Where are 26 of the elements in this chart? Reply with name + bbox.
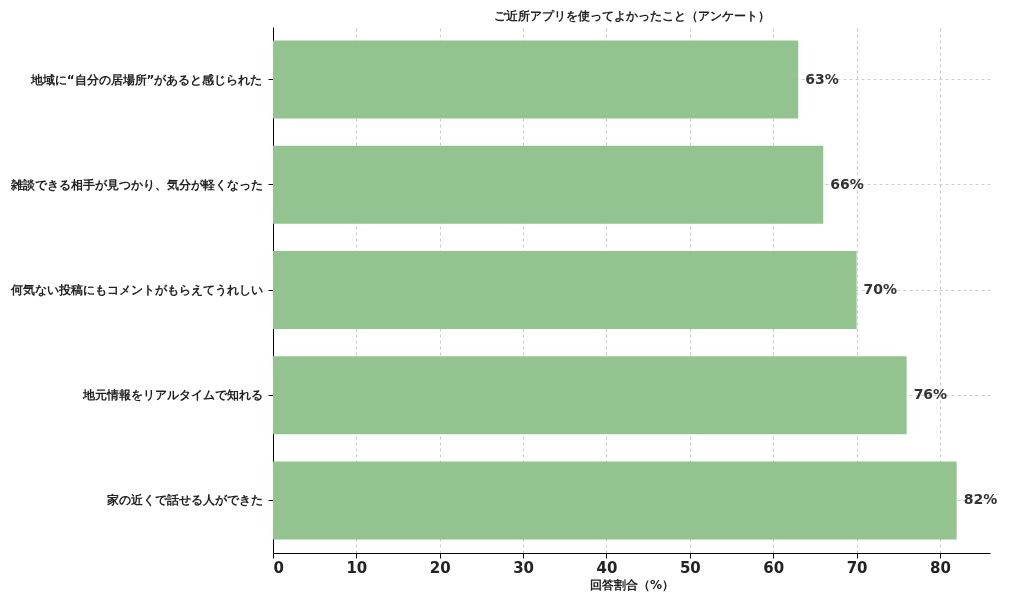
- x-tick-label: 10: [346, 558, 368, 577]
- x-tick-label: 20: [429, 558, 451, 577]
- chart-title: ご近所アプリを使ってよかったこと（アンケート）: [493, 9, 770, 23]
- x-tick-label: 50: [679, 558, 701, 577]
- bar: [273, 356, 907, 435]
- data-label: 76%: [913, 386, 948, 403]
- bar: [273, 461, 957, 540]
- data-label: 66%: [830, 175, 864, 192]
- y-tick-label: 家の近くで話せる人ができた: [105, 493, 263, 508]
- x-tick-label: 70: [846, 558, 868, 577]
- x-tick-label: 80: [930, 558, 951, 577]
- x-tick-label: 0: [273, 558, 284, 577]
- y-tick-label: 地元情報をリアルタイムで知れる: [81, 388, 263, 403]
- y-tick-label: 何気ない投稿にもコメントがもらえてうれしい: [9, 283, 263, 297]
- y-tick-label: 地域に“自分の居場所”があると感じられた: [29, 72, 263, 87]
- data-label: 70%: [863, 281, 898, 297]
- data-label: 63%: [805, 70, 839, 87]
- bar: [273, 145, 824, 224]
- bar: [273, 251, 857, 329]
- x-axis-title: 回答割合（%）: [589, 577, 675, 592]
- y-tick-label: 雑談できる相手が見つかり、気分が軽くなった: [9, 177, 263, 192]
- x-tick-label: 30: [513, 558, 535, 577]
- x-tick-label: 60: [763, 558, 785, 577]
- x-tick-label: 40: [596, 558, 618, 577]
- bar: [273, 40, 799, 119]
- data-label: 82%: [963, 491, 998, 508]
